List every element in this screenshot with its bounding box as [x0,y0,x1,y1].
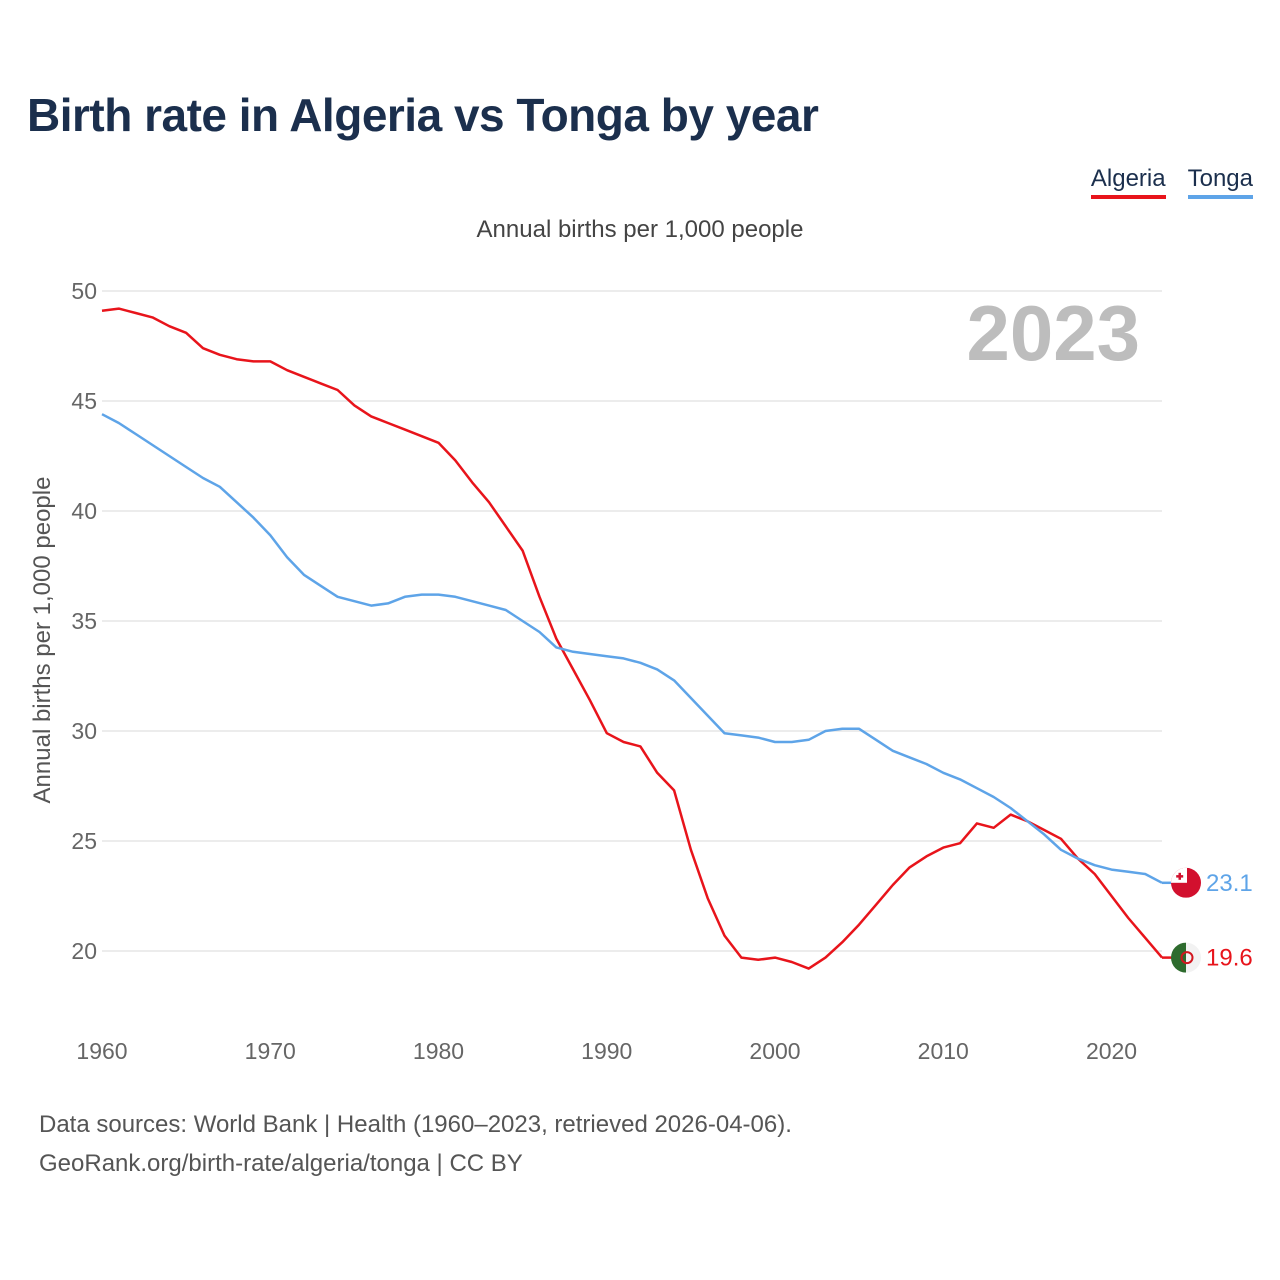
series-layer [101,307,1172,970]
footer: Data sources: World Bank | Health (1960–… [39,1105,792,1183]
y-tick-label-40: 40 [71,498,97,524]
y-tick-label-30: 30 [71,718,97,744]
y-axis-title: Annual births per 1,000 people [29,477,56,804]
y-tick-label-45: 45 [71,388,97,414]
x-tick-label-1970: 1970 [245,1038,296,1064]
end-value-label-tonga: 23.1 [1206,870,1253,897]
y-tick-label-50: 50 [71,278,97,304]
grid-layer [102,290,1162,952]
x-tick-label-2020: 2020 [1086,1038,1137,1064]
year-watermark: 2023 [966,289,1140,377]
x-tick-label-2010: 2010 [918,1038,969,1064]
x-tick-label-2000: 2000 [749,1038,800,1064]
marker-layer: 19.6 23.1 [1171,867,1253,973]
chart-title: Birth rate in Algeria vs Tonga by year [27,89,819,141]
series-line-algeria[interactable] [101,307,1163,970]
tonga-flag-icon [1171,867,1201,898]
algeria-flag-icon [1171,942,1201,973]
series-line-tonga[interactable] [101,413,1163,884]
x-tick-label-1980: 1980 [413,1038,464,1064]
end-value-label-algeria: 19.6 [1206,945,1253,972]
legend-item-algeria[interactable]: Algeria [1090,165,1166,199]
x-tick-label-1990: 1990 [581,1038,632,1064]
axis-layer: 20 25 30 35 40 45 50 1960 1970 1980 1990 2000 2010 20… [71,278,1137,1064]
y-tick-label-20: 20 [71,938,97,964]
legend: Algeria Tonga [1090,165,1253,199]
y-tick-label-25: 25 [71,828,97,854]
footer-source: Data sources: World Bank | Health (1960–… [39,1111,792,1138]
x-tick-label-1960: 1960 [76,1038,127,1064]
legend-item-tonga[interactable]: Tonga [1187,165,1253,199]
footer-link[interactable]: GeoRank.org/birth-rate/algeria/tonga | C… [39,1150,523,1177]
y-tick-label-35: 35 [71,608,97,634]
chart-subtitle: Annual births per 1,000 people [476,216,804,243]
